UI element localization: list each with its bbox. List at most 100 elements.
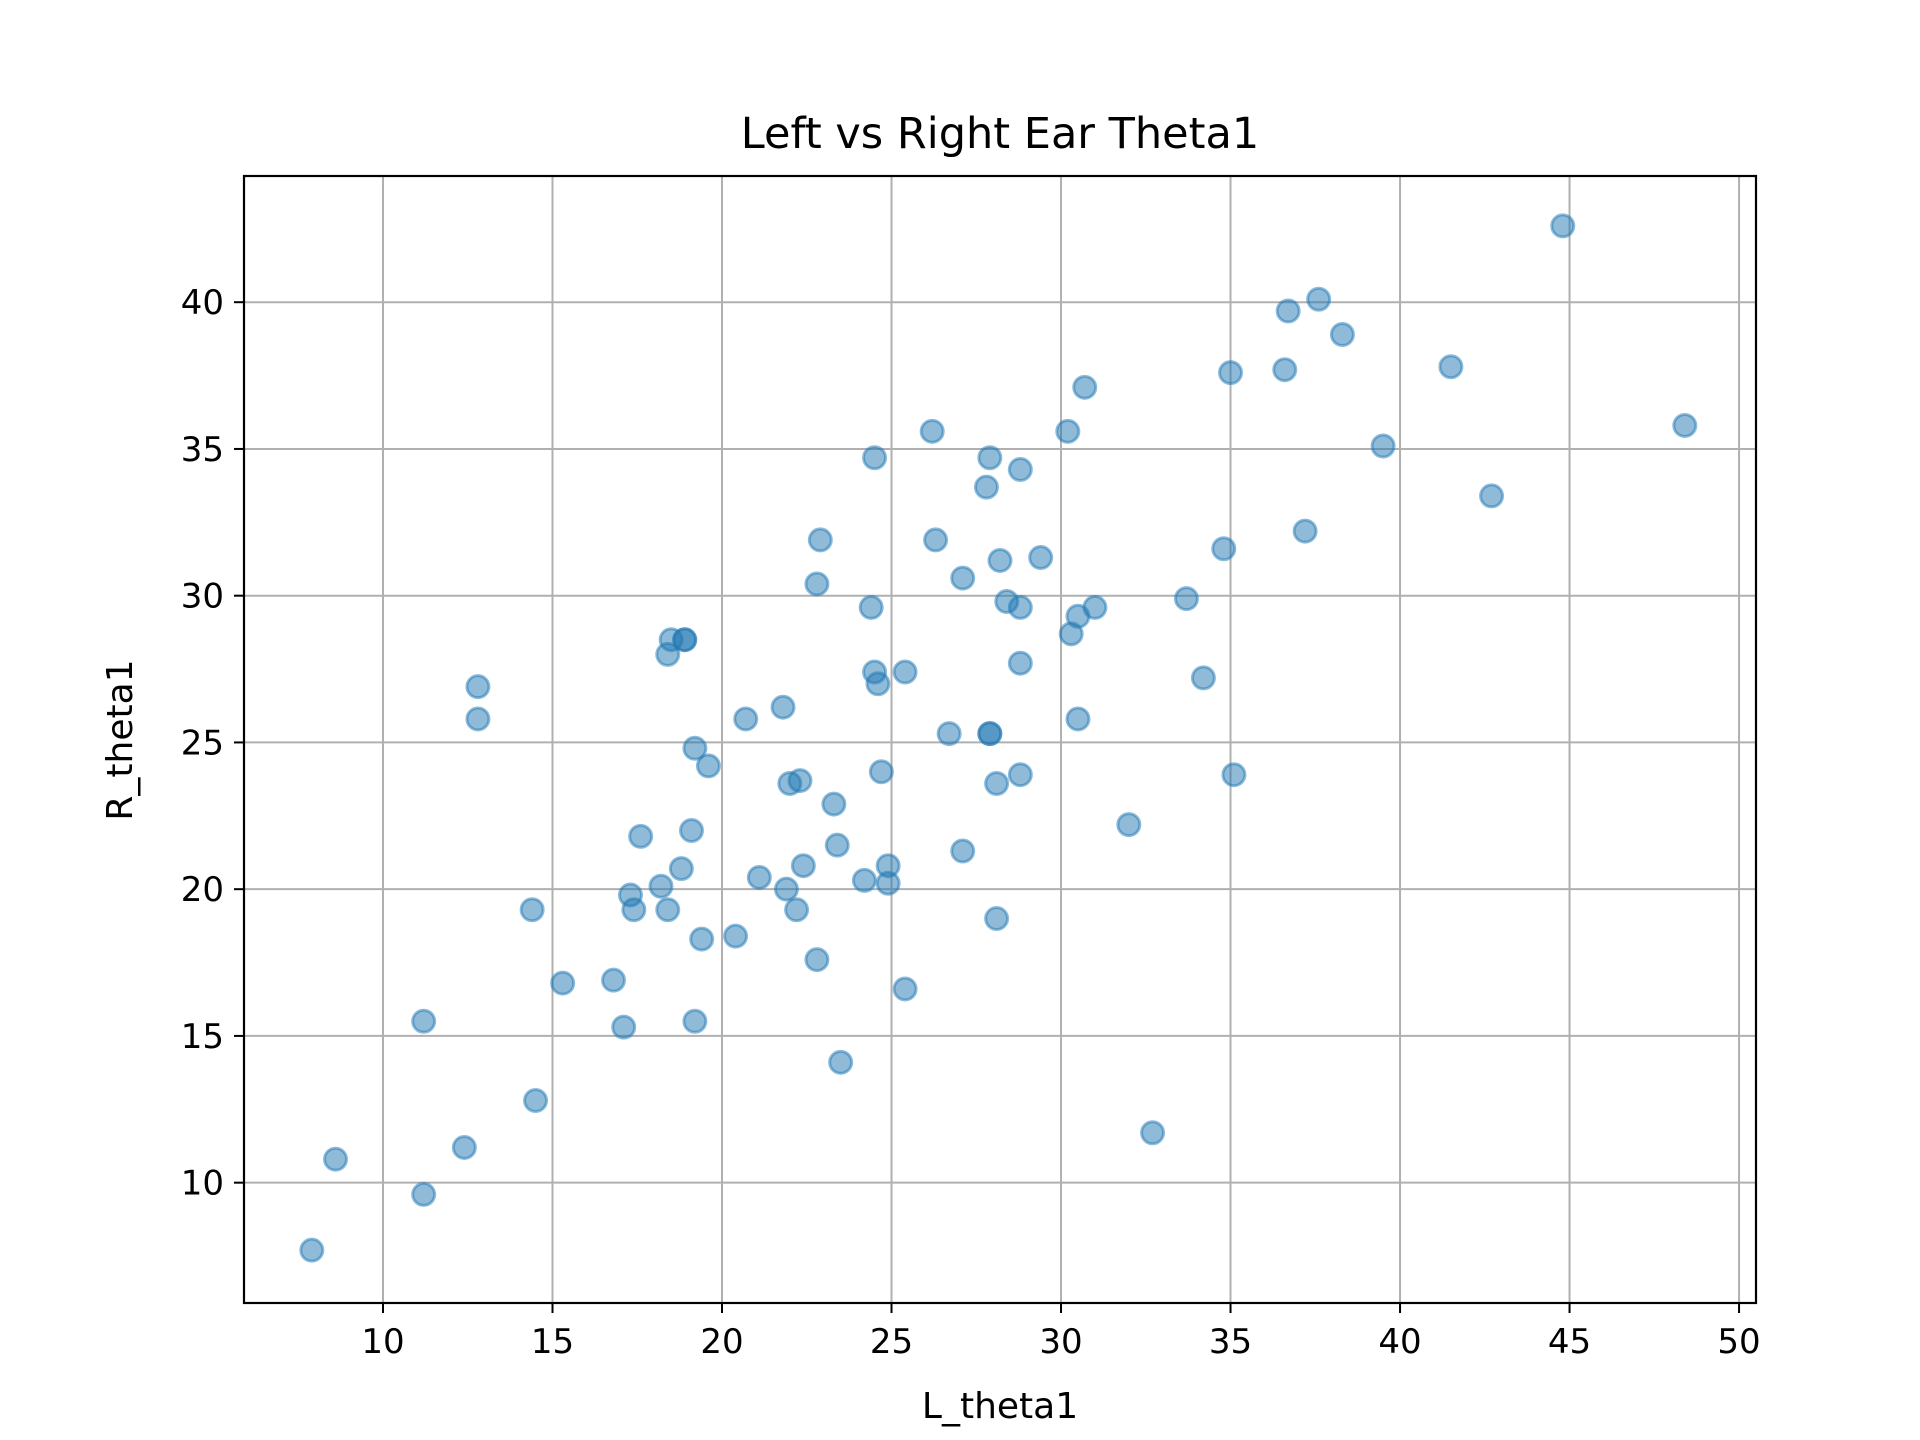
x-tick-label: 25 xyxy=(870,1322,913,1362)
scatter-point xyxy=(804,571,830,597)
scatter-point xyxy=(411,1181,437,1207)
chart-title: Left vs Right Ear Theta1 xyxy=(741,109,1259,159)
scatter-point xyxy=(977,445,1003,471)
scatter-point xyxy=(1672,412,1698,438)
scatter-point xyxy=(865,671,891,697)
scatter-point xyxy=(1272,357,1298,383)
scatter-point xyxy=(1370,433,1396,459)
scatter-point xyxy=(465,674,491,700)
scatter-point xyxy=(682,1008,708,1034)
scatter-point xyxy=(682,735,708,761)
scatter-point xyxy=(973,474,999,500)
scatter-point xyxy=(1550,213,1576,239)
scatter-point xyxy=(323,1146,349,1172)
scatter-point xyxy=(672,627,698,653)
scatter-point xyxy=(1072,374,1098,400)
scatter-point xyxy=(611,1014,637,1040)
scatter-point xyxy=(950,838,976,864)
scatter-point xyxy=(1007,762,1033,788)
scatter-point xyxy=(892,976,918,1002)
scatter-point xyxy=(984,906,1010,932)
x-tick-label: 35 xyxy=(1209,1322,1252,1362)
x-tick-label: 30 xyxy=(1039,1322,1082,1362)
scatter-point xyxy=(919,418,945,444)
scatter-point xyxy=(773,876,799,902)
x-tick-label: 20 xyxy=(700,1322,743,1362)
scatter-point xyxy=(824,832,850,858)
scatter-point xyxy=(695,753,721,779)
scatter-point xyxy=(668,856,694,882)
scatter-point xyxy=(950,565,976,591)
scatter-point xyxy=(987,547,1013,573)
x-axis-label: L_theta1 xyxy=(922,1386,1078,1427)
x-tick-label: 50 xyxy=(1717,1322,1760,1362)
scatter-point xyxy=(733,706,759,732)
scatter-point xyxy=(601,967,627,993)
scatter-point xyxy=(787,768,813,794)
scatter-point xyxy=(655,897,681,923)
y-axis-label: R_theta1 xyxy=(100,659,141,820)
x-tick-label: 40 xyxy=(1378,1322,1421,1362)
scatter-point xyxy=(923,527,949,553)
scatter-point xyxy=(977,721,1003,747)
scatter-point xyxy=(689,926,715,952)
scatter-point xyxy=(1140,1120,1166,1146)
scatter-point xyxy=(770,694,796,720)
scatter-point xyxy=(451,1134,477,1160)
scatter-point xyxy=(868,759,894,785)
scatter-point xyxy=(1190,665,1216,691)
scatter-point xyxy=(655,641,681,667)
scatter-point xyxy=(465,706,491,732)
scatter-point xyxy=(299,1237,325,1263)
scatter-point xyxy=(1007,650,1033,676)
scatter-point xyxy=(875,870,901,896)
scatter-point xyxy=(790,853,816,879)
scatter-point xyxy=(851,867,877,893)
scatter-point xyxy=(1221,762,1247,788)
scatter-point xyxy=(1173,586,1199,612)
scatter-point xyxy=(1007,456,1033,482)
scatter-point xyxy=(804,947,830,973)
scatter-point xyxy=(1275,298,1301,324)
y-tick-label: 40 xyxy=(181,283,224,323)
scatter-point xyxy=(1306,286,1332,312)
scatter-point xyxy=(1292,518,1318,544)
y-tick-label: 20 xyxy=(181,870,224,910)
scatter-point xyxy=(828,1049,854,1075)
scatter-point xyxy=(1055,418,1081,444)
scatter-point xyxy=(1218,360,1244,386)
y-tick-label: 25 xyxy=(181,723,224,763)
y-tick-label: 30 xyxy=(181,577,224,617)
scatter-point xyxy=(821,791,847,817)
axis-ticks: 10 15 20 25 30 35 40 45 50 10 15 20 25 30 35 40 xyxy=(181,283,1761,1362)
scatter-point xyxy=(1082,594,1108,620)
scatter-point xyxy=(411,1008,437,1034)
x-tick-label: 15 xyxy=(531,1322,574,1362)
y-tick-label: 15 xyxy=(181,1017,224,1057)
x-tick-label: 45 xyxy=(1548,1322,1591,1362)
scatter-point xyxy=(862,445,888,471)
scatter-point xyxy=(519,897,545,923)
scatter-point xyxy=(1438,354,1464,380)
scatter-point xyxy=(984,771,1010,797)
scatter-point xyxy=(1479,483,1505,509)
scatter-point xyxy=(1065,706,1091,732)
scatter-point xyxy=(858,594,884,620)
data-points xyxy=(299,213,1698,1263)
plot-frame xyxy=(242,174,1758,1305)
scatter-point xyxy=(1028,545,1054,571)
scatter-point xyxy=(523,1087,549,1113)
scatter-point xyxy=(621,897,647,923)
scatter-point xyxy=(1329,321,1355,347)
scatter-point xyxy=(678,817,704,843)
scatter-point xyxy=(628,823,654,849)
scatter-point xyxy=(1116,812,1142,838)
scatter-point xyxy=(784,897,810,923)
scatter-point xyxy=(723,923,749,949)
scatter-point xyxy=(936,721,962,747)
scatter-point xyxy=(550,970,576,996)
scatter-point xyxy=(746,864,772,890)
scatter-point xyxy=(892,659,918,685)
